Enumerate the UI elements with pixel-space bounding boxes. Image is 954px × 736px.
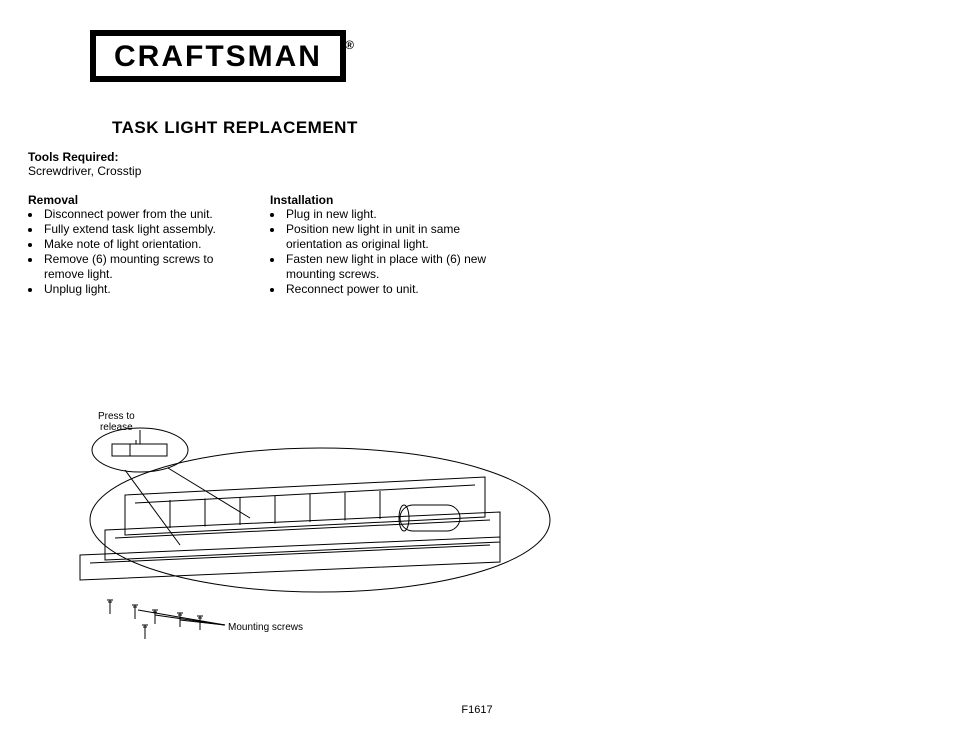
installation-item: Fasten new light in place with (6) new m… bbox=[284, 252, 504, 282]
installation-item: Reconnect power to unit. bbox=[284, 282, 504, 297]
removal-heading: Removal bbox=[28, 193, 78, 207]
removal-item: Unplug light. bbox=[42, 282, 242, 297]
exploded-diagram bbox=[20, 400, 560, 660]
page-title: TASK LIGHT REPLACEMENT bbox=[112, 118, 358, 138]
tools-required-body: Screwdriver, Crosstip bbox=[28, 164, 141, 178]
callout-mounting-screws: Mounting screws bbox=[228, 622, 303, 633]
removal-item: Disconnect power from the unit. bbox=[42, 207, 242, 222]
footer-doc-number: F1617 bbox=[0, 704, 954, 716]
removal-item: Remove (6) mounting screws to remove lig… bbox=[42, 252, 242, 282]
installation-item: Plug in new light. bbox=[284, 207, 504, 222]
registered-mark: ® bbox=[345, 38, 354, 52]
installation-heading: Installation bbox=[270, 193, 333, 207]
installation-item: Position new light in unit in same orien… bbox=[284, 222, 504, 252]
brand-logo-text: CRAFTSMAN bbox=[114, 40, 322, 73]
removal-list: Disconnect power from the unit. Fully ex… bbox=[42, 207, 242, 297]
removal-item: Fully extend task light assembly. bbox=[42, 222, 242, 237]
brand-logo-box: CRAFTSMAN ® bbox=[90, 30, 346, 82]
installation-list: Plug in new light. Position new light in… bbox=[284, 207, 504, 297]
tools-required-heading: Tools Required: bbox=[28, 150, 118, 164]
removal-item: Make note of light orientation. bbox=[42, 237, 242, 252]
